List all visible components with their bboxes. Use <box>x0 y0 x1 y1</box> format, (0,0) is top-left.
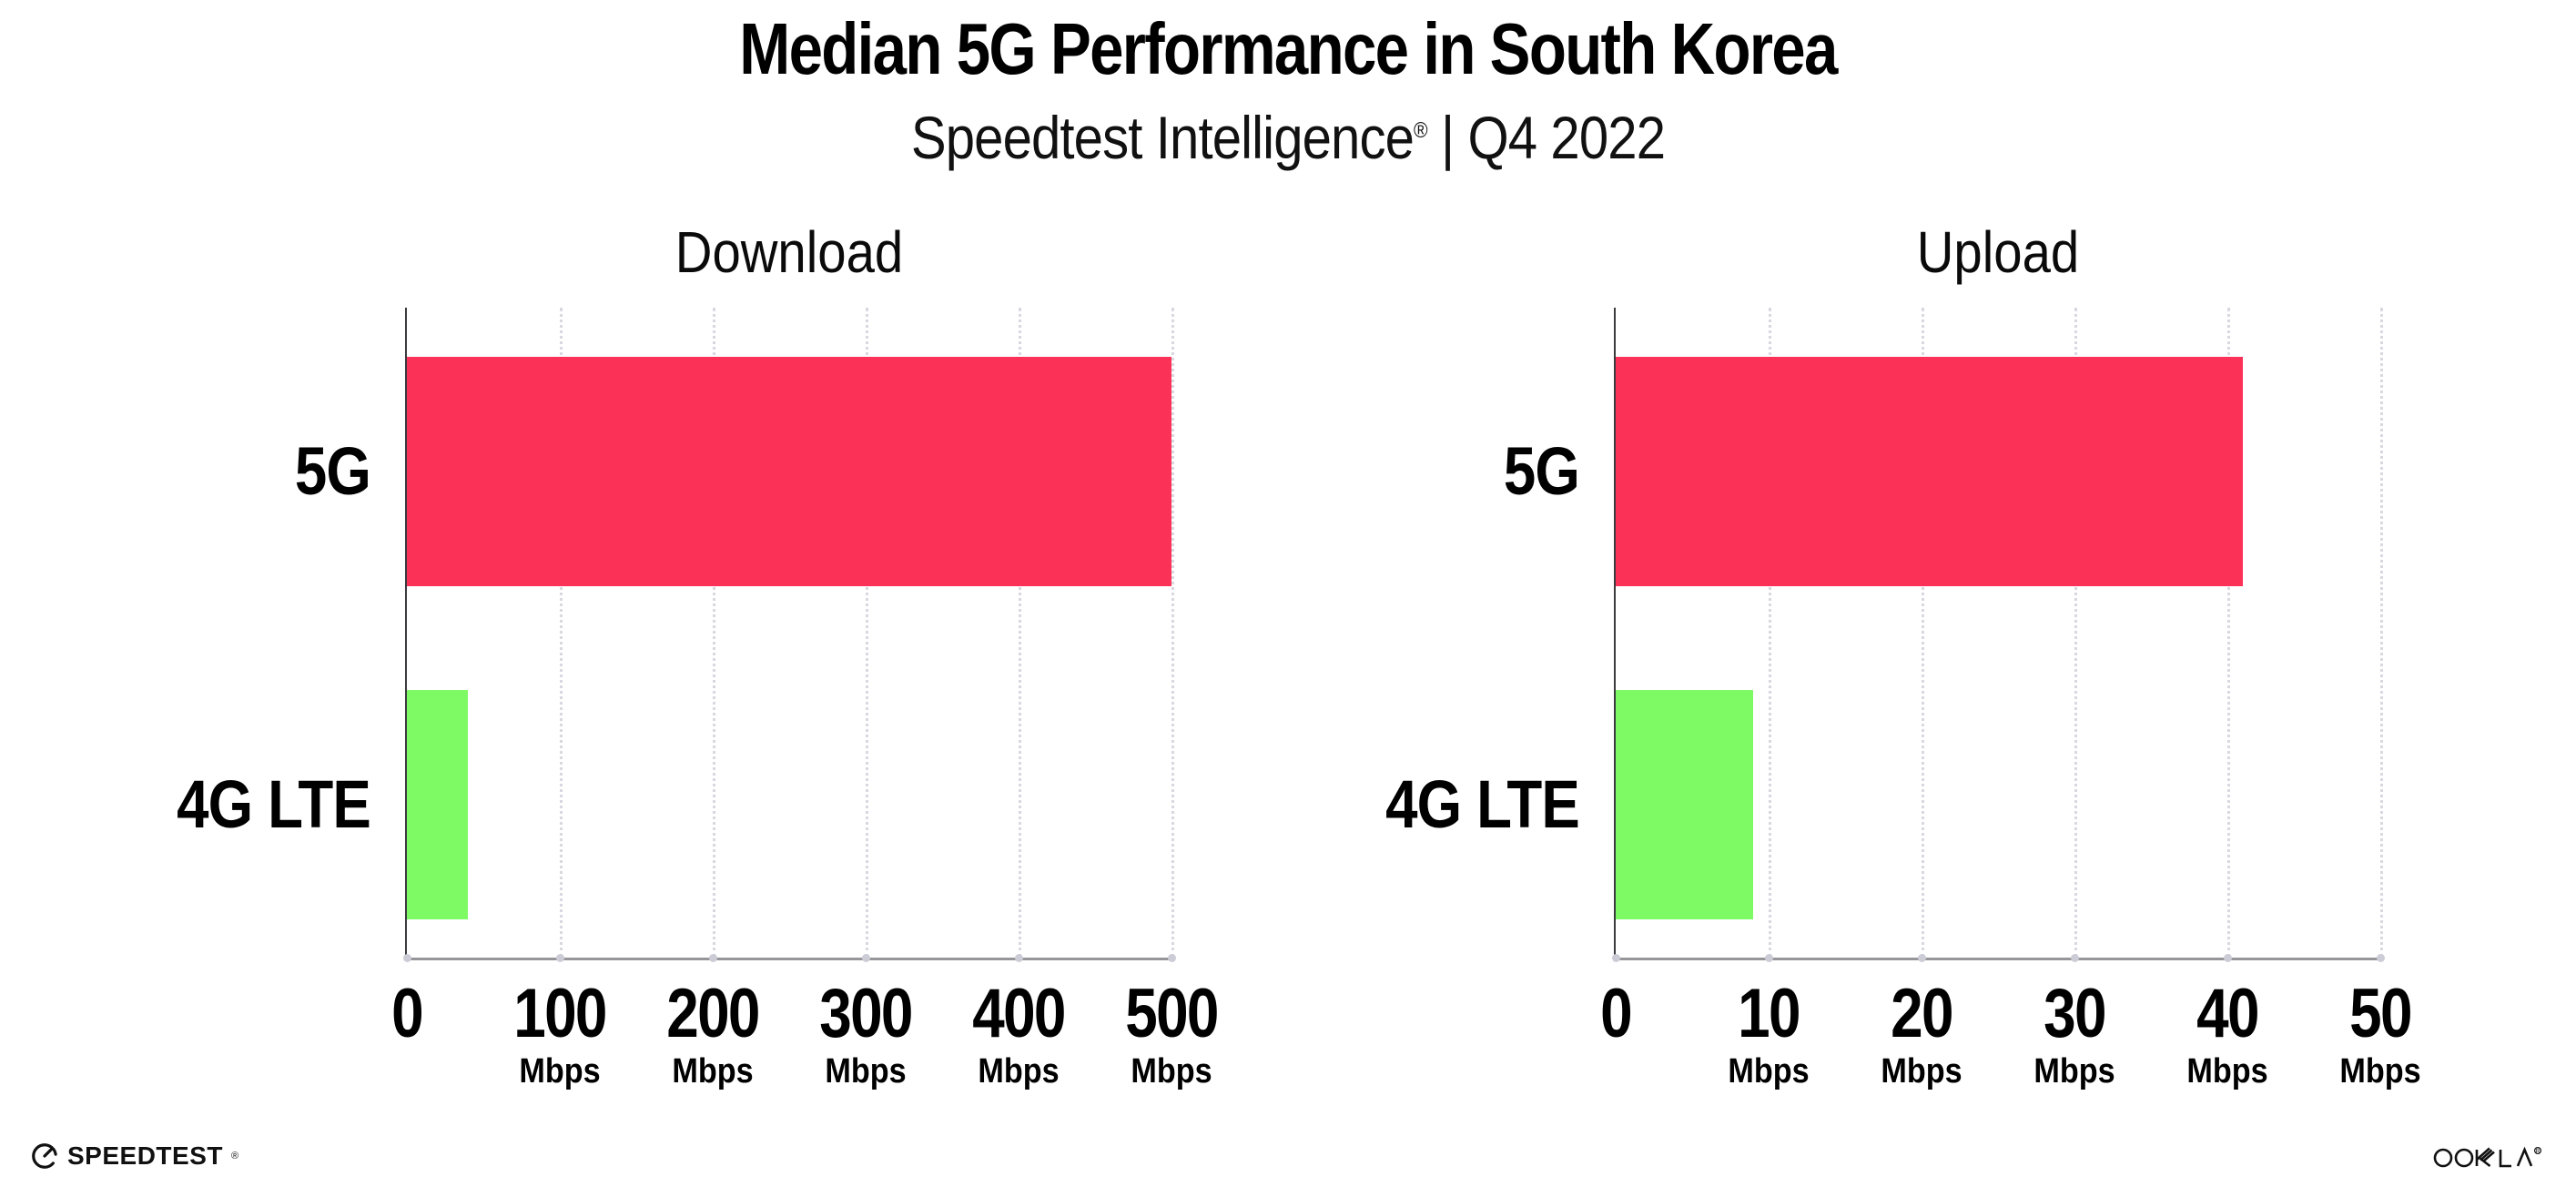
speedtest-logo: SPEEDTEST ® <box>30 1140 238 1172</box>
x-tick-unit: Mbps <box>1131 1052 1212 1090</box>
speedtest-wordmark: SPEEDTEST <box>67 1141 223 1170</box>
x-tick-unit: Mbps <box>825 1052 907 1090</box>
speedtest-registered-mark: ® <box>230 1151 239 1161</box>
ookla-logo: OOKLA R <box>2433 1143 2546 1171</box>
x-tick-label: 400 <box>972 975 1066 1052</box>
x-tick-label: 10 <box>1738 975 1800 1052</box>
gridline <box>866 308 868 958</box>
ookla-wordmark-icon: R <box>2433 1146 2541 1168</box>
x-tick-label: 30 <box>2044 975 2106 1052</box>
x-tick-unit: Mbps <box>1728 1052 1810 1090</box>
bar-4g-lte <box>1616 690 1754 919</box>
page-title: Median 5G Performance in South Korea <box>739 8 1838 89</box>
x-tick-label: 500 <box>1125 975 1219 1052</box>
axis-tick-dot <box>1014 954 1023 962</box>
category-label-4g-lte: 4G LTE <box>177 766 371 842</box>
x-tick-unit: Mbps <box>519 1052 601 1090</box>
x-tick-label: 200 <box>666 975 760 1052</box>
axis-tick-dot <box>2376 954 2385 962</box>
x-tick-label: 20 <box>1891 975 1953 1052</box>
axis-tick-dot <box>402 954 411 962</box>
gridline <box>1769 308 1771 958</box>
upload-chart-title: Upload <box>1916 219 2080 285</box>
axis-tick-dot <box>1917 954 1926 962</box>
gridline <box>1171 308 1174 958</box>
x-tick-label: 100 <box>513 975 607 1052</box>
bar-5g <box>1616 357 2243 586</box>
gridline <box>1922 308 1924 958</box>
axis-tick-dot <box>2070 954 2079 962</box>
gridline <box>1019 308 1021 958</box>
svg-text:R: R <box>2536 1148 2541 1154</box>
x-tick-unit: Mbps <box>2186 1052 2268 1090</box>
x-tick-unit: Mbps <box>978 1052 1060 1090</box>
x-tick-label: 300 <box>819 975 913 1052</box>
gridline <box>2227 308 2230 958</box>
x-tick-label: 0 <box>391 975 424 1052</box>
x-tick-unit: Mbps <box>2033 1052 2115 1090</box>
subtitle-period: | Q4 2022 <box>1426 104 1666 171</box>
axis-tick-dot <box>861 954 870 962</box>
download-chart-title: Download <box>674 219 904 285</box>
gridline <box>2074 308 2077 958</box>
gridline <box>2380 308 2383 958</box>
category-label-5g: 5G <box>294 433 371 509</box>
gridline <box>560 308 563 958</box>
category-label-4g-lte: 4G LTE <box>1385 766 1580 842</box>
axis-tick-dot <box>2223 954 2232 962</box>
gridline <box>713 308 715 958</box>
x-tick-unit: Mbps <box>2339 1052 2421 1090</box>
axis-tick-dot <box>1611 954 1620 962</box>
registered-mark: ® <box>1414 118 1428 143</box>
upload-chart-plot: Upload 5G 4G LTE 0 10 Mbps 20 Mbps 30 Mbps 40 Mbps 5… <box>1385 219 2421 1090</box>
page-subtitle: Speedtest Intelligence® | Q4 2022 <box>155 93 2421 176</box>
x-tick-label: 0 <box>1600 975 1633 1052</box>
x-tick-label: 40 <box>2196 975 2259 1052</box>
bar-5g <box>407 357 1171 586</box>
subtitle-brand: Speedtest Intelligence <box>910 104 1415 171</box>
download-chart-plot: Download 5G 4G LTE 0 100 Mbps 200 Mbps 300 Mbps 40… <box>177 219 1219 1090</box>
axis-tick-dot <box>1764 954 1773 962</box>
x-tick-unit: Mbps <box>672 1052 754 1090</box>
bar-4g-lte <box>407 690 469 919</box>
axis-tick-dot <box>555 954 564 962</box>
category-label-5g: 5G <box>1503 433 1580 509</box>
x-tick-label: 50 <box>2349 975 2412 1052</box>
axis-tick-dot <box>708 954 717 962</box>
axis-tick-dot <box>1167 954 1176 962</box>
x-tick-unit: Mbps <box>1881 1052 1962 1090</box>
speedtest-gauge-icon <box>32 1143 57 1169</box>
